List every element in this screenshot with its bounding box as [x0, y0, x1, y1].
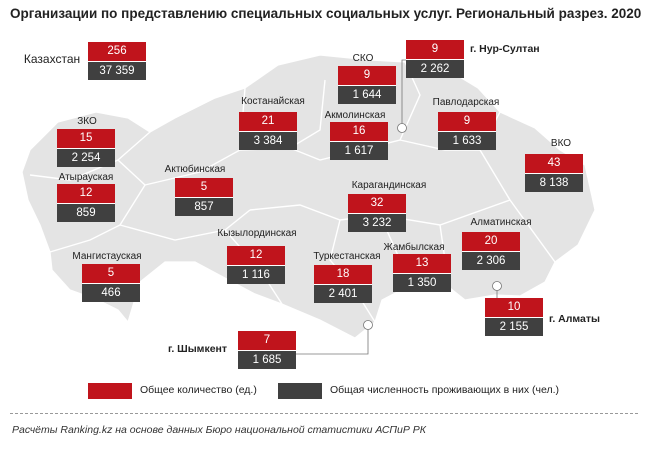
- count-karaganda: 32: [348, 194, 406, 213]
- population-nur-sultan: 2 262: [406, 59, 464, 78]
- population-zhambyl: 1 350: [393, 273, 451, 292]
- leader-line: [296, 328, 369, 355]
- count-aktobe: 5: [175, 178, 233, 197]
- nur-sultan-marker: [397, 123, 407, 133]
- population-turkestan: 2 401: [314, 284, 372, 303]
- count-almaty-city: 10: [485, 298, 543, 317]
- count-nur-sultan: 9: [406, 40, 464, 59]
- label-akmola: Акмолинская: [324, 110, 386, 121]
- footer-divider: [10, 413, 638, 414]
- label-kostanay: Костанайская: [241, 96, 305, 107]
- label-zhambyl: Жамбылская: [383, 242, 445, 253]
- population-kostanay: 3 384: [239, 131, 297, 150]
- label-pavlodar: Павлодарская: [432, 97, 500, 108]
- label-atyrau: Атырауская: [58, 172, 114, 183]
- count-kyzylorda: 12: [227, 246, 285, 265]
- population-kyzylorda: 1 116: [227, 265, 285, 284]
- label-almaty-city: г. Алматы: [549, 313, 600, 325]
- population-atyrau: 859: [57, 203, 115, 222]
- count-atyrau: 12: [57, 184, 115, 203]
- population-kazakhstan: 37 359: [88, 61, 146, 80]
- population-sko: 1 644: [338, 85, 396, 104]
- page-title: Организации по представлению специальных…: [10, 6, 642, 21]
- label-almaty-region: Алматинская: [470, 217, 532, 228]
- population-aktobe: 857: [175, 197, 233, 216]
- shymkent-marker: [363, 320, 373, 330]
- population-karaganda: 3 232: [348, 213, 406, 232]
- label-zko: ЗКО: [77, 116, 97, 127]
- population-almaty-city: 2 155: [485, 317, 543, 336]
- label-vko: ВКО: [550, 138, 572, 149]
- region-border: [29, 131, 151, 181]
- count-vko: 43: [525, 154, 583, 173]
- legend-swatch-red: [88, 383, 132, 399]
- legend-swatch-dark: [278, 383, 322, 399]
- count-kostanay: 21: [239, 112, 297, 131]
- count-turkestan: 18: [314, 265, 372, 284]
- count-zko: 15: [57, 129, 115, 148]
- label-sko: СКО: [352, 53, 374, 64]
- label-aktobe: Актюбинская: [164, 164, 226, 175]
- population-almaty-region: 2 306: [462, 251, 520, 270]
- population-vko: 8 138: [525, 173, 583, 192]
- label-kyzylorda: Кызылординская: [217, 228, 297, 239]
- label-shymkent: г. Шымкент: [168, 343, 228, 355]
- population-shymkent: 1 685: [238, 350, 296, 369]
- almaty-marker: [492, 281, 502, 291]
- label-nur-sultan: г. Нур-Султан: [470, 43, 540, 55]
- legend-population-label: Общая численность проживающих в них (чел…: [330, 384, 560, 396]
- legend-count-label: Общее количество (ед.): [140, 384, 257, 396]
- population-pavlodar: 1 633: [438, 131, 496, 150]
- count-mangystau: 5: [82, 264, 140, 283]
- count-shymkent: 7: [238, 331, 296, 350]
- population-mangystau: 466: [82, 283, 140, 302]
- count-pavlodar: 9: [438, 112, 496, 131]
- label-karaganda: Карагандинская: [351, 180, 427, 191]
- count-akmola: 16: [330, 122, 388, 141]
- count-kazakhstan: 256: [88, 42, 146, 61]
- count-zhambyl: 13: [393, 254, 451, 273]
- population-akmola: 1 617: [330, 141, 388, 160]
- population-zko: 2 254: [57, 148, 115, 167]
- source-note: Расчёты Ranking.kz на основе данных Бюро…: [12, 424, 426, 436]
- label-turkestan: Туркестанская: [313, 251, 381, 262]
- region-border: [119, 209, 251, 241]
- label-mangystau: Мангистауская: [72, 251, 142, 262]
- count-almaty-region: 20: [462, 232, 520, 251]
- count-sko: 9: [338, 66, 396, 85]
- label-kazakhstan: Казахстан: [23, 52, 81, 66]
